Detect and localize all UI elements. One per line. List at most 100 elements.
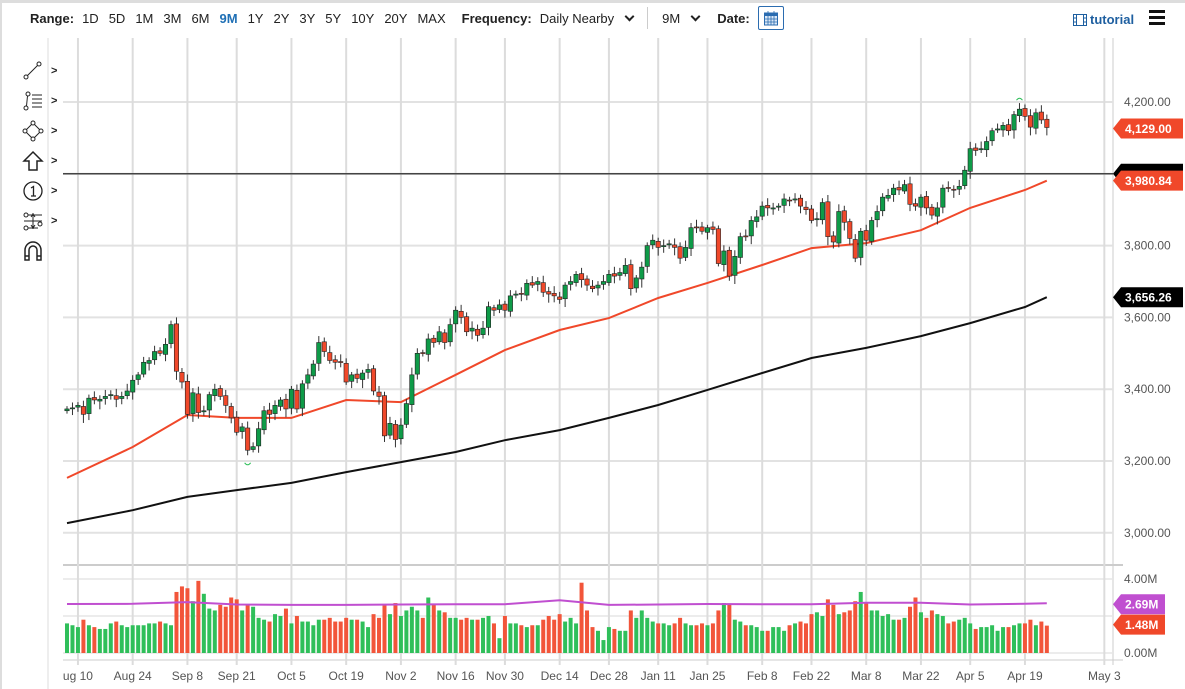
volume-bar (130, 625, 135, 653)
price-tick-label: 3,600.00 (1124, 310, 1171, 324)
range-button-5y[interactable]: 5Y (325, 10, 342, 26)
volume-bar (935, 614, 940, 653)
candle-body (1044, 118, 1050, 128)
candle-body (962, 169, 968, 186)
date-picker-button[interactable] (757, 6, 784, 30)
volume-bar (278, 616, 283, 653)
volume-bar (891, 619, 896, 653)
candle-body (754, 216, 760, 222)
candle-body (327, 352, 333, 361)
price-tick-label: 3,800.00 (1124, 239, 1171, 253)
volume-bar (831, 604, 836, 653)
candle-body (234, 416, 240, 433)
volume-bar (689, 625, 694, 653)
candle-body (765, 205, 771, 209)
volume-bar (349, 619, 354, 653)
volume-bar (984, 627, 989, 653)
volume-bar (125, 627, 130, 653)
candle-body (464, 316, 470, 333)
candle-body (184, 381, 190, 415)
period-dropdown[interactable]: 9M (662, 11, 713, 26)
candle-body (173, 323, 179, 372)
volume-bar (716, 610, 721, 653)
range-button-10y[interactable]: 10Y (351, 10, 375, 26)
volume-tick-label: 4.00M (1124, 572, 1157, 586)
candle-body (923, 196, 929, 209)
range-button-20y[interactable]: 20Y (384, 10, 408, 26)
tutorial-label: tutorial (1090, 12, 1135, 27)
volume-bar (513, 623, 518, 653)
volume-bar (300, 621, 305, 653)
date-tick-label: Aug 24 (114, 669, 152, 683)
volume-bar (814, 612, 819, 653)
candle-body (912, 203, 918, 207)
volume-bar (338, 621, 343, 653)
volume-bar (108, 623, 113, 653)
volume-bar (645, 617, 650, 653)
slow-ma-tag-text: 3,656.26 (1125, 291, 1172, 305)
candle-body (650, 239, 656, 246)
magnet-button[interactable] (22, 236, 57, 266)
candle-body (584, 278, 590, 286)
volume-bar (951, 621, 956, 653)
range-button-3y[interactable]: 3Y (299, 10, 316, 26)
range-button-5d[interactable]: 5D (108, 10, 126, 26)
candle-body (1027, 115, 1033, 128)
volume-bar (103, 628, 108, 653)
range-button-3m[interactable]: 3M (163, 10, 182, 26)
range-button-9m[interactable]: 9M (219, 10, 238, 26)
candle-body (852, 239, 858, 259)
film-icon (1073, 13, 1087, 26)
volume-bar (995, 630, 1000, 653)
volume-bar (940, 616, 945, 653)
candle-body (217, 388, 223, 397)
marker-tool-button[interactable]: > (22, 176, 57, 206)
date-label: Date: (717, 10, 750, 26)
range-button-max[interactable]: MAX (417, 10, 446, 26)
shape-tool-button[interactable]: > (22, 116, 57, 146)
calendar-icon (763, 11, 778, 26)
candle-body (661, 245, 667, 247)
range-button-1m[interactable]: 1M (135, 10, 154, 26)
candle-body (1006, 124, 1012, 132)
volume-bar (721, 603, 726, 653)
candle-body (874, 211, 880, 221)
candle-body (228, 406, 234, 419)
volume-bar (946, 623, 951, 653)
candle-body (819, 202, 825, 221)
frequency-dropdown[interactable]: Daily Nearby (540, 11, 647, 26)
fib-tool-button[interactable]: > (22, 86, 57, 116)
candle-body (102, 396, 108, 399)
volume-bar (749, 625, 754, 653)
hamburger-menu-icon[interactable] (1149, 10, 1165, 28)
volume-bar (398, 616, 403, 653)
candle-body (617, 272, 623, 276)
candle-body (179, 372, 185, 383)
range-button-1y[interactable]: 1Y (247, 10, 264, 26)
last-price-tag-text: 4,129.00 (1125, 122, 1172, 136)
volume-bar (234, 599, 239, 653)
candle-body (858, 230, 864, 258)
volume-bar (656, 623, 661, 653)
volume-bar (661, 623, 666, 653)
slow-ma-tag-bg (1113, 287, 1183, 308)
volume-bar (864, 603, 869, 653)
candle-body (299, 383, 305, 409)
candle-body (206, 394, 212, 411)
range-button-6m[interactable]: 6M (191, 10, 210, 26)
range-button-1d[interactable]: 1D (82, 10, 99, 26)
candle-body (108, 394, 114, 396)
measure-tool-button[interactable]: > (22, 206, 57, 236)
line-tool-button[interactable]: > (22, 56, 57, 86)
period-value: 9M (662, 10, 681, 26)
arrow-tool-button[interactable]: > (22, 146, 57, 176)
numbered-marker-icon (23, 181, 43, 201)
volume-bar (322, 619, 327, 653)
tutorial-link[interactable]: tutorial (1073, 12, 1134, 27)
candle-body (354, 373, 360, 379)
candle-body (431, 337, 437, 343)
volume-bar (820, 616, 825, 653)
range-button-2y[interactable]: 2Y (273, 10, 290, 26)
volume-bar (426, 597, 431, 653)
